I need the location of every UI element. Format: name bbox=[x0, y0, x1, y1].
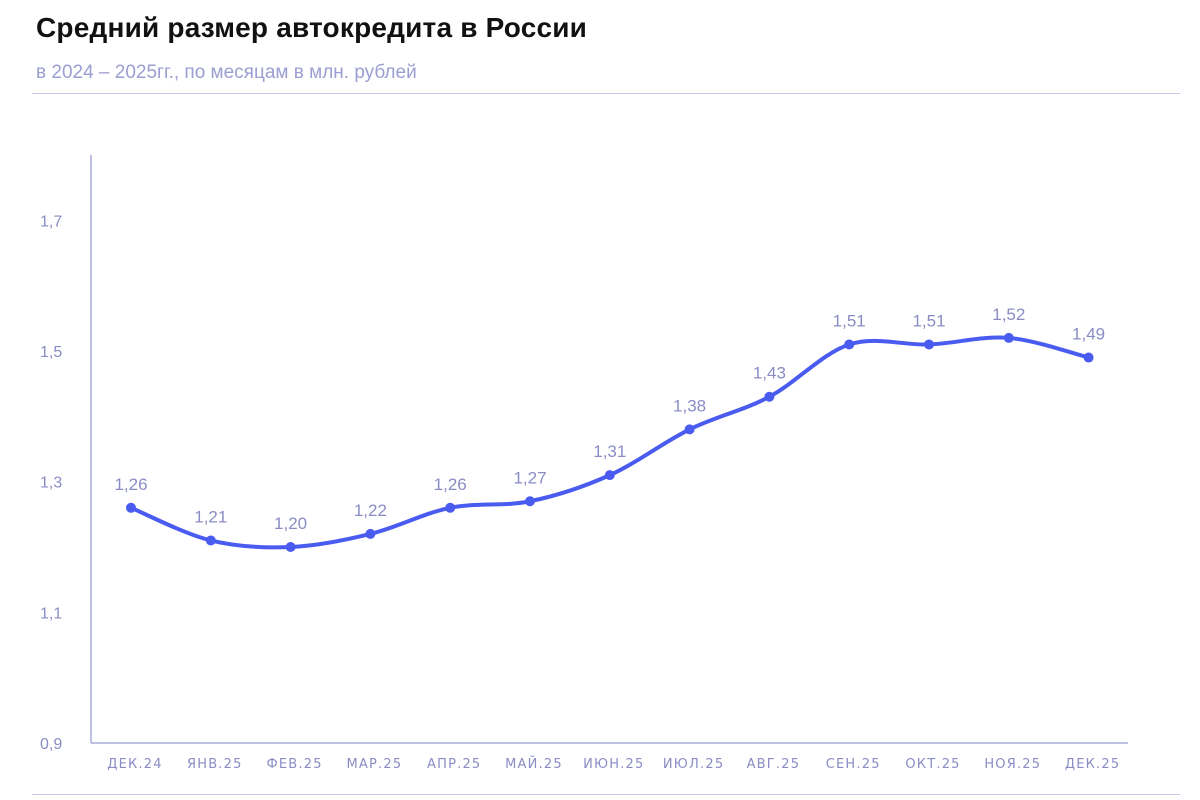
chart-title: Средний размер автокредита в России bbox=[36, 12, 588, 43]
data-label: 1,27 bbox=[513, 468, 546, 487]
x-tick-label: ОКТ.25 bbox=[905, 757, 960, 772]
data-point bbox=[684, 424, 695, 435]
data-point bbox=[365, 528, 376, 539]
data-label: 1,52 bbox=[992, 305, 1025, 324]
chart-axes bbox=[90, 155, 1128, 744]
data-label: 1,51 bbox=[912, 311, 945, 330]
data-point bbox=[205, 535, 216, 546]
bottom-divider bbox=[32, 794, 1180, 795]
data-point bbox=[1003, 332, 1014, 343]
data-label: 1,20 bbox=[274, 514, 307, 533]
data-point bbox=[525, 496, 535, 507]
x-tick-label: АПР.25 bbox=[427, 757, 481, 772]
data-points bbox=[126, 332, 1094, 552]
x-tick-label: НОЯ.25 bbox=[984, 757, 1041, 772]
y-tick-label: 1,1 bbox=[40, 605, 62, 622]
y-tick-label: 0,9 bbox=[40, 736, 62, 753]
x-tick-label: ДЕК.25 bbox=[1065, 757, 1120, 772]
data-label: 1,26 bbox=[114, 475, 147, 494]
x-tick-label: СЕН.25 bbox=[826, 757, 881, 772]
data-point bbox=[844, 339, 855, 350]
x-tick-label: ФЕВ.25 bbox=[266, 757, 322, 772]
y-tick-label: 1,7 bbox=[40, 213, 62, 230]
top-divider bbox=[32, 93, 1180, 94]
data-label: 1,51 bbox=[833, 311, 866, 330]
data-labels: 1,26 1,21 1,20 1,22 1,26 1,27 1,31 1,38 1,43 1,51… bbox=[114, 305, 1105, 533]
data-point bbox=[924, 339, 934, 350]
y-axis-ticks: 0,9 1,1 1,3 1,5 1,7 bbox=[40, 213, 62, 753]
x-tick-label: ИЮЛ.25 bbox=[663, 757, 724, 772]
data-label: 1,21 bbox=[194, 507, 227, 526]
data-point bbox=[1083, 352, 1094, 363]
data-label: 1,31 bbox=[593, 442, 626, 461]
y-tick-label: 1,3 bbox=[40, 475, 62, 492]
data-label: 1,22 bbox=[354, 501, 387, 520]
x-tick-label: АВГ.25 bbox=[747, 757, 801, 772]
data-point bbox=[764, 391, 775, 402]
data-label: 1,49 bbox=[1072, 325, 1105, 344]
x-tick-label: МАЙ.25 bbox=[505, 756, 563, 772]
x-tick-label: МАР.25 bbox=[346, 757, 402, 772]
data-label: 1,38 bbox=[673, 396, 706, 415]
data-point bbox=[126, 502, 136, 513]
x-axis-ticks: ДЕК.24 ЯНВ.25 ФЕВ.25 МАР.25 АПР.25 МАЙ.25 ИЮН.… bbox=[107, 756, 1120, 772]
data-label: 1,43 bbox=[753, 364, 786, 383]
data-point bbox=[445, 502, 456, 513]
x-tick-label: ДЕК.24 bbox=[107, 757, 162, 772]
x-tick-label: ЯНВ.25 bbox=[187, 757, 243, 772]
data-point bbox=[285, 542, 296, 552]
data-point bbox=[604, 470, 615, 481]
data-label: 1,26 bbox=[434, 475, 467, 494]
chart-subtitle: в 2024 – 2025гг., по месяцам в млн. рубл… bbox=[36, 62, 417, 83]
x-tick-label: ИЮН.25 bbox=[583, 757, 644, 772]
y-tick-label: 1,5 bbox=[40, 344, 62, 361]
